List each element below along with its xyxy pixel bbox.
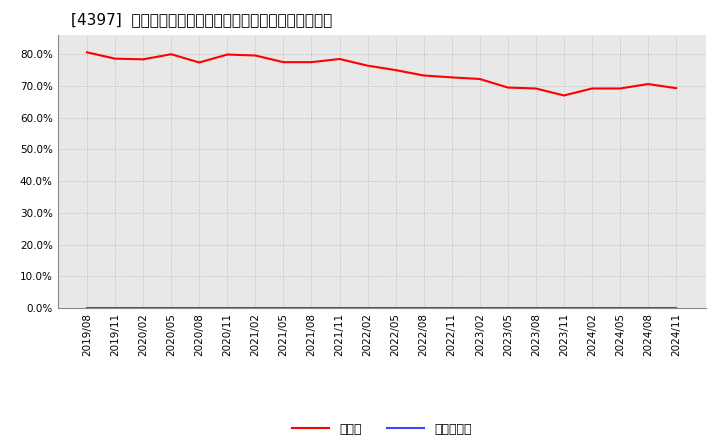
有利子負債 [588,305,596,311]
有利子負債 [83,305,91,311]
有利子負債 [644,305,652,311]
有利子負債 [223,305,232,311]
有利子負債 [531,305,540,311]
有利子負債 [503,305,512,311]
有利子負債 [279,305,288,311]
Line: 現顀金: 現顀金 [87,52,676,95]
有利子負債 [251,305,260,311]
現顀金 [447,75,456,80]
現顀金 [336,56,344,62]
現顀金 [531,86,540,91]
現顀金 [251,53,260,58]
現顀金 [559,93,568,98]
現顀金 [83,50,91,55]
有利子負債 [307,305,316,311]
有利子負債 [616,305,624,311]
有利子負債 [111,305,120,311]
現顀金 [279,59,288,65]
現顀金 [195,60,204,65]
有利子負債 [559,305,568,311]
現顀金 [475,76,484,81]
現顀金 [364,63,372,68]
有利子負債 [336,305,344,311]
現顀金 [111,56,120,61]
有利子負債 [447,305,456,311]
現顀金 [167,51,176,57]
現顀金 [616,86,624,91]
有利子負債 [391,305,400,311]
有利子負債 [139,305,148,311]
有利子負債 [167,305,176,311]
現顀金 [223,52,232,57]
有利子負債 [364,305,372,311]
Legend: 現顀金, 有利子負債: 現顀金, 有利子負債 [287,418,477,440]
現顀金 [419,73,428,78]
有利子負債 [672,305,680,311]
有利子負債 [195,305,204,311]
現顀金 [139,57,148,62]
有利子負債 [419,305,428,311]
有利子負債 [475,305,484,311]
現顀金 [588,86,596,91]
Text: [4397]  現顀金、有利子負債の総資産に対する比率の推移: [4397] 現顀金、有利子負債の総資産に対する比率の推移 [71,12,332,27]
現顀金 [503,85,512,90]
現顀金 [644,81,652,87]
現顀金 [391,67,400,73]
現顀金 [307,59,316,65]
現顀金 [672,85,680,91]
